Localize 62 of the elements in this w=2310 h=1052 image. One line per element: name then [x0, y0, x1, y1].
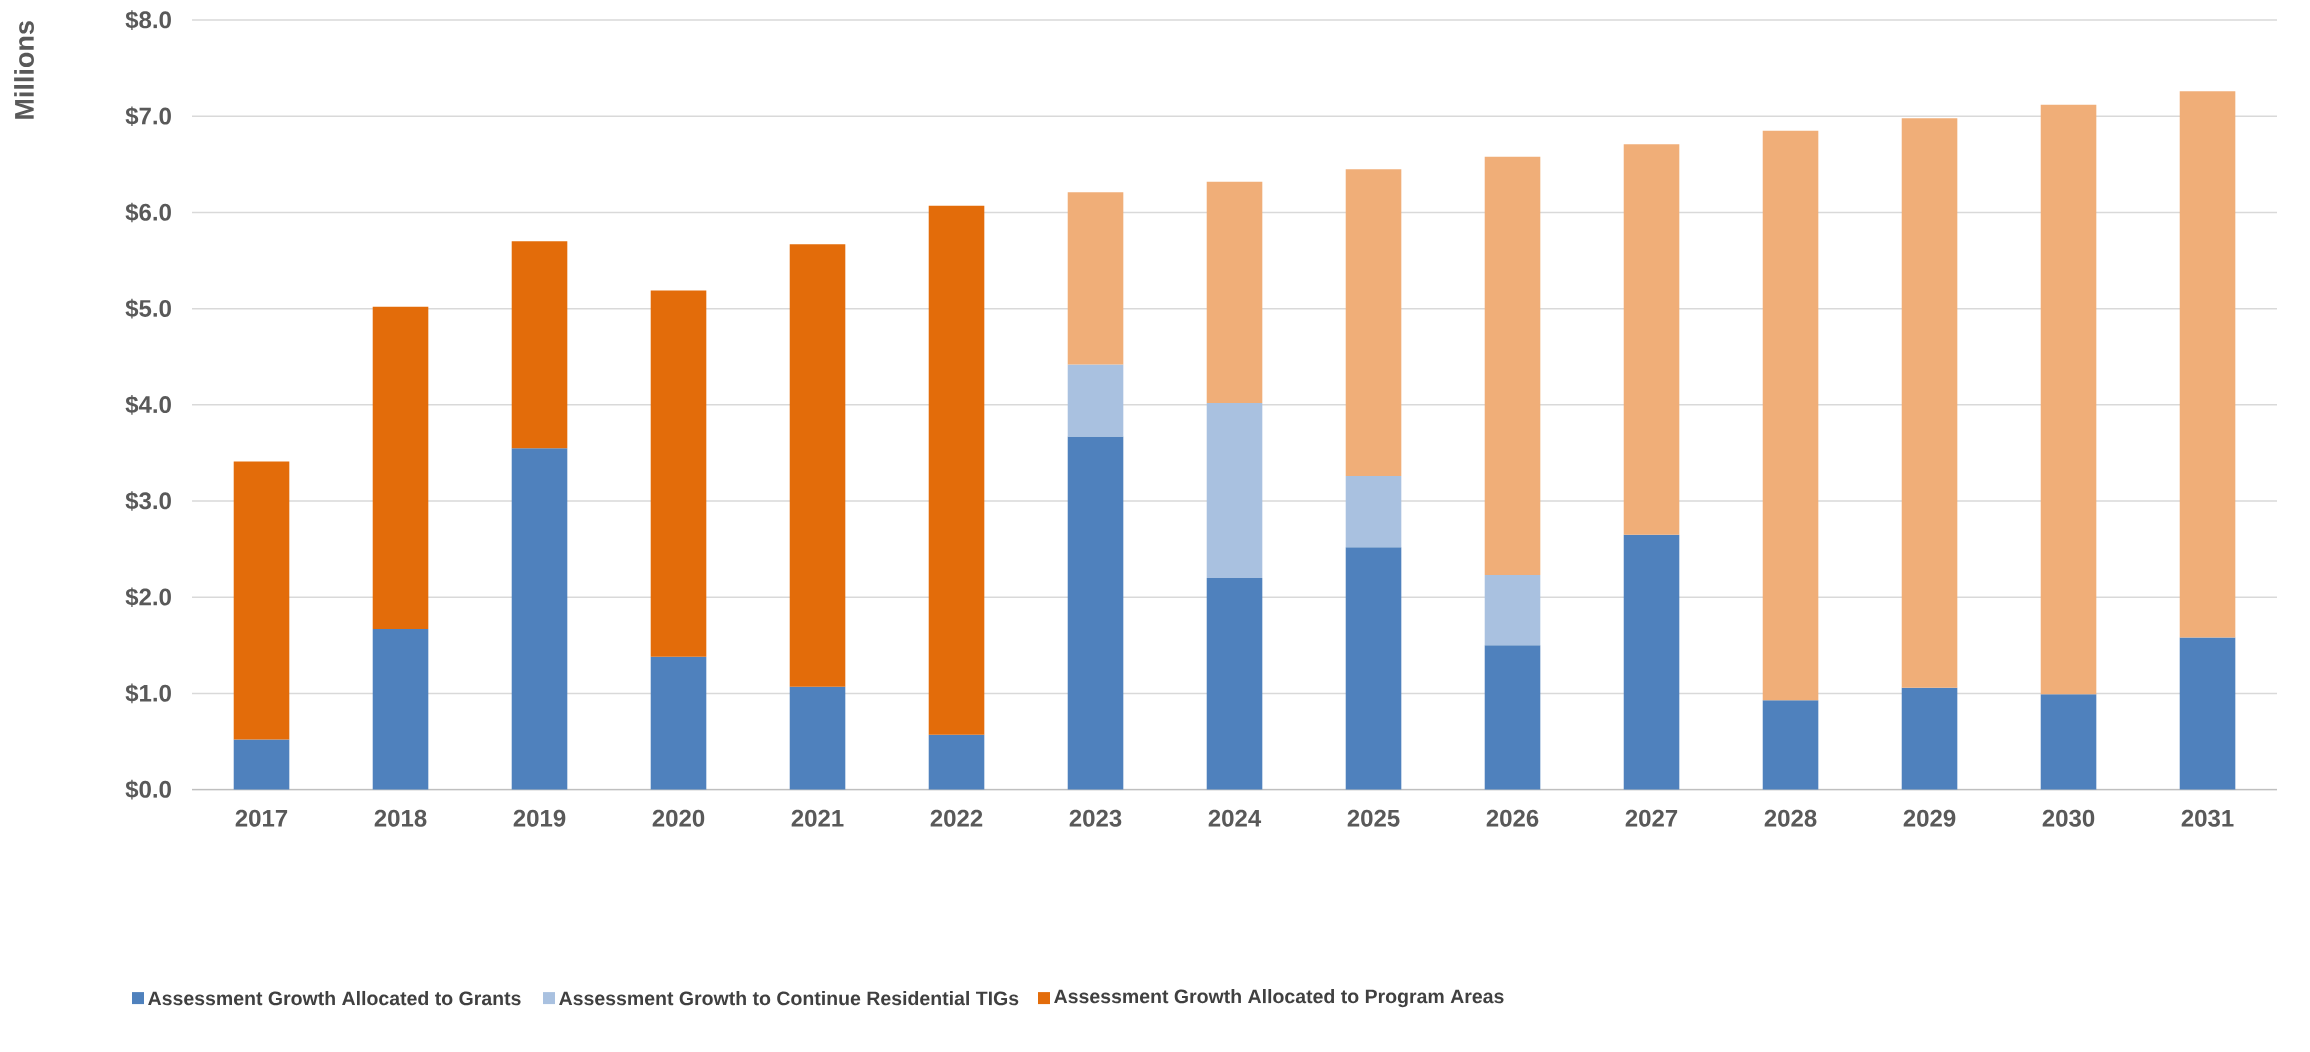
bar [1762, 700, 1819, 790]
bar [1067, 436, 1124, 790]
bar [1762, 130, 1819, 701]
x-tick-label: 2028 [1764, 809, 1817, 827]
bar [1623, 144, 1680, 535]
bar [789, 686, 846, 790]
bar [233, 461, 290, 740]
bar [2179, 637, 2236, 790]
y-tick-label: $1.0 [125, 683, 171, 704]
bar [233, 739, 290, 790]
bar [1484, 645, 1541, 790]
bar [928, 205, 985, 735]
x-tick-label: 2031 [2181, 809, 2234, 827]
x-tick-label: 2023 [1069, 809, 1122, 827]
bar [372, 306, 429, 629]
x-tick-label: 2019 [513, 809, 566, 827]
legend-label: Assessment Growth Allocated to Grants [148, 990, 521, 1006]
y-tick-label: $7.0 [125, 106, 171, 127]
y-tick-label: $5.0 [125, 298, 171, 319]
bar [789, 244, 846, 687]
bar [1345, 475, 1402, 548]
x-tick-label: 2026 [1486, 809, 1539, 827]
x-tick-label: 2020 [652, 809, 705, 827]
x-tick-label: 2027 [1625, 809, 1678, 827]
x-tick-label: 2024 [1208, 809, 1262, 827]
bar [1484, 156, 1541, 576]
bar [372, 628, 429, 790]
bar [2179, 91, 2236, 638]
y-tick-label: $6.0 [125, 202, 171, 223]
x-tick-label: 2017 [235, 809, 288, 827]
x-tick-label: 2018 [374, 809, 427, 827]
x-tick-label: 2022 [930, 809, 983, 827]
bar [511, 241, 568, 449]
bar [1345, 169, 1402, 476]
y-tick-label: $3.0 [125, 491, 171, 511]
bar [1901, 118, 1958, 688]
bar [650, 656, 707, 790]
legend-label: Assessment Growth Allocated to Program Areas [1054, 988, 1504, 1008]
y-tick-label: $4.0 [125, 394, 171, 415]
bar [1067, 364, 1124, 437]
bar [1484, 575, 1541, 646]
x-tick-label: 2029 [1903, 809, 1956, 827]
bar [1206, 577, 1263, 790]
bar [1206, 181, 1263, 403]
x-tick-label: 2021 [791, 809, 844, 827]
bar [1345, 547, 1402, 790]
bar [928, 734, 985, 790]
y-tick-label: $8.0 [125, 10, 171, 30]
bar [1623, 534, 1680, 790]
x-tick-label: 2030 [2042, 809, 2095, 827]
y-axis-title: Millions [14, 21, 34, 119]
y-tick-label: $0.0 [125, 779, 171, 800]
y-tick-label: $2.0 [125, 587, 171, 607]
bar [2040, 104, 2097, 695]
bar [1067, 192, 1124, 365]
bar [2040, 694, 2097, 790]
bar [511, 448, 568, 790]
bar [1901, 687, 1958, 790]
x-tick-label: 2025 [1347, 809, 1400, 827]
legend-label: Assessment Growth to Continue Residential TIGs [559, 990, 1019, 1006]
bar [1206, 402, 1263, 578]
bar [650, 290, 707, 657]
